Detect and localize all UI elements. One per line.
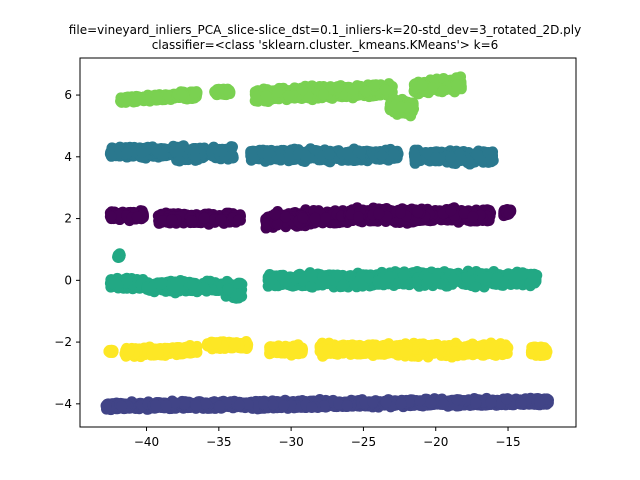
data-point (412, 206, 424, 218)
data-point (176, 89, 188, 101)
data-point (150, 144, 162, 156)
data-point (269, 209, 281, 221)
data-point (451, 79, 463, 91)
data-point (209, 85, 221, 97)
data-point (299, 150, 311, 162)
data-point (186, 215, 198, 227)
data-point (296, 84, 308, 96)
data-point (131, 211, 143, 223)
data-point (226, 141, 238, 153)
data-point (174, 155, 186, 167)
data-point (151, 92, 163, 104)
data-point (445, 205, 457, 217)
data-point (105, 150, 117, 162)
data-point (416, 79, 428, 91)
data-point (437, 85, 449, 96)
data-point (261, 148, 273, 160)
data-point (198, 212, 210, 224)
data-point (410, 153, 422, 165)
data-point (467, 211, 479, 223)
data-point (319, 212, 331, 224)
data-point (215, 214, 227, 226)
data-points (100, 71, 554, 416)
data-point (309, 212, 321, 224)
data-point (105, 211, 117, 223)
data-point (175, 141, 187, 153)
data-point (368, 80, 380, 92)
data-point (445, 151, 457, 163)
data-point (274, 153, 286, 165)
data-point (119, 96, 131, 108)
data-point (395, 101, 407, 113)
data-point (121, 147, 133, 159)
data-point (503, 207, 515, 219)
data-point (347, 84, 359, 96)
data-point (189, 151, 201, 163)
data-point (379, 84, 391, 96)
data-point (130, 92, 142, 104)
data-point (373, 208, 385, 220)
data-point (353, 211, 365, 223)
data-point (318, 89, 330, 101)
cluster-0-points (115, 71, 467, 122)
data-point (324, 148, 335, 160)
data-point (166, 214, 178, 226)
data-point (189, 87, 201, 99)
data-point (216, 146, 228, 158)
data-point (283, 90, 295, 102)
data-point (223, 86, 235, 98)
chart-title-line-1: file=vineyard_inliers_PCA_slice-slice_ds… (69, 23, 581, 37)
data-point (297, 212, 309, 224)
data-point (388, 147, 400, 159)
chart-title-line-2: classifier=<class 'sklearn.cluster._kmea… (152, 38, 499, 52)
data-point (136, 146, 148, 158)
data-point (272, 86, 284, 98)
data-point (394, 207, 406, 219)
data-point (471, 149, 483, 161)
data-point (430, 151, 442, 163)
data-point (376, 149, 388, 161)
data-point (332, 81, 344, 93)
data-point (485, 153, 497, 165)
data-point (260, 90, 272, 102)
data-point (232, 214, 244, 226)
data-point (271, 218, 283, 230)
data-point (341, 148, 353, 160)
data-point (455, 153, 467, 165)
